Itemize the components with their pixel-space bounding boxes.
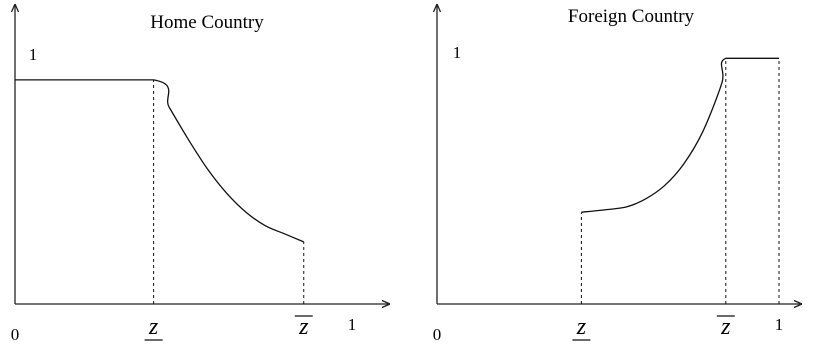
- y-axis-arrow: [10, 3, 20, 13]
- x-tick-label-zero: 0: [11, 325, 20, 344]
- x-tick-label-z: z: [148, 314, 159, 340]
- chart-panel-1: Home Country 1 0 z z 1: [10, 3, 391, 344]
- x-axis-arrow: [381, 299, 391, 309]
- y-tick-label: 1: [29, 45, 38, 64]
- y-axis-arrow: [432, 3, 442, 13]
- x-tick-label-z: z: [576, 314, 587, 340]
- x-tick-label-zero: 0: [433, 325, 442, 344]
- x-tick-label-z: z: [298, 314, 309, 340]
- chart-title: Foreign Country: [568, 6, 695, 27]
- x-tick-label-z: z: [720, 314, 731, 340]
- x-tick-label-one: 1: [775, 315, 784, 334]
- series-line: [15, 79, 305, 243]
- series-line: [581, 57, 779, 213]
- y-tick-label: 1: [453, 43, 462, 62]
- chart-panel-2: Foreign Country 1 0 z z 1: [432, 3, 803, 344]
- chart-title: Home Country: [150, 12, 264, 33]
- x-axis-arrow: [793, 299, 803, 309]
- x-tick-label-one: 1: [348, 315, 357, 334]
